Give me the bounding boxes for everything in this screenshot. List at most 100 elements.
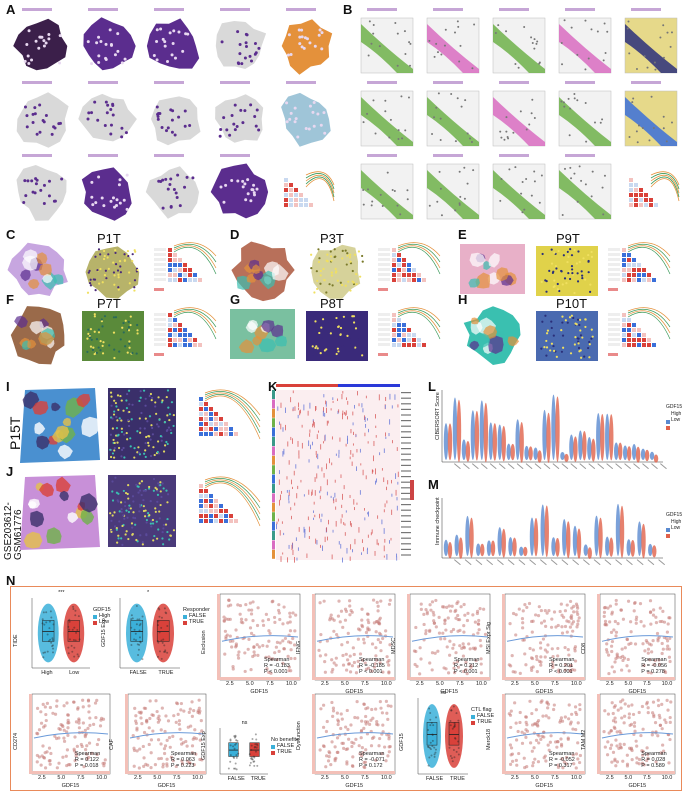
panel-a-heat-cell bbox=[289, 188, 293, 192]
heatmap-cell bbox=[395, 489, 397, 496]
n-plot6-point bbox=[545, 650, 549, 654]
n-plot6-point bbox=[530, 668, 534, 673]
n-plot5-point bbox=[479, 657, 483, 661]
panel-a-heat-cell bbox=[304, 203, 308, 207]
n-plot4-r: R = -0.185 bbox=[359, 663, 385, 669]
n-plot10-jitter-1 bbox=[253, 746, 256, 749]
n-plot5-point bbox=[453, 671, 457, 675]
n-plot3-point bbox=[289, 648, 293, 652]
panel-l-tick-label bbox=[615, 463, 623, 470]
n-plot9-point bbox=[139, 716, 143, 720]
panel-b-spot bbox=[606, 30, 609, 33]
n-plot12-jitter-0 bbox=[433, 755, 436, 758]
spot bbox=[166, 530, 169, 534]
spot bbox=[566, 260, 569, 264]
panel-l-tick-label bbox=[454, 463, 461, 470]
spot bbox=[120, 419, 123, 422]
panel-a-spot bbox=[33, 191, 37, 195]
spot bbox=[549, 349, 552, 352]
heat-label bbox=[608, 273, 620, 276]
n-plot4-point bbox=[374, 620, 379, 624]
n-plot1-jitter-0 bbox=[41, 622, 44, 625]
panel-m-violin-low bbox=[576, 528, 582, 559]
n-plot13-point bbox=[518, 720, 522, 725]
heat-cell bbox=[407, 268, 411, 272]
heatmap-cell bbox=[394, 394, 396, 400]
n-plot3-point bbox=[236, 656, 241, 660]
spot bbox=[89, 336, 92, 339]
n-plot1-jitter-0 bbox=[49, 610, 52, 613]
n-plot9-point bbox=[142, 764, 146, 768]
heatmap-cell bbox=[294, 502, 296, 506]
n-plot13-point bbox=[522, 756, 526, 760]
heatmap-cell bbox=[279, 499, 280, 506]
n-plot1-jitter-0 bbox=[44, 651, 47, 654]
panel-a-spot bbox=[42, 202, 46, 206]
heatmap-cell bbox=[376, 478, 378, 483]
n-plot2-jitter-0 bbox=[130, 618, 133, 621]
n-plot10-jitter-0 bbox=[233, 736, 236, 739]
panel-l-tick-label bbox=[633, 463, 640, 470]
panel-m-tick-label bbox=[529, 559, 537, 566]
spot bbox=[576, 337, 579, 340]
spot bbox=[114, 476, 117, 479]
panel-a-heat-cell bbox=[284, 193, 288, 197]
n-plot8-point bbox=[57, 727, 61, 731]
heatmap-cell bbox=[281, 490, 283, 494]
n-plot4-point bbox=[330, 670, 334, 674]
panel-a-spot bbox=[238, 43, 242, 47]
n-plot8-point bbox=[83, 728, 87, 732]
n-plot9-point bbox=[132, 764, 136, 768]
spot bbox=[97, 282, 101, 285]
n-plot11-point bbox=[370, 707, 374, 712]
panel-b-spot bbox=[362, 188, 365, 191]
heat-cell bbox=[417, 338, 421, 342]
panel-b-spot bbox=[362, 203, 365, 206]
n-plot11-point bbox=[322, 703, 326, 707]
panel-b-heat-cell bbox=[639, 193, 643, 197]
spot bbox=[326, 253, 329, 256]
heat-cell bbox=[199, 519, 203, 523]
row-annotation bbox=[272, 399, 275, 409]
spot bbox=[576, 272, 579, 275]
n-plot14-point bbox=[602, 729, 606, 734]
spot bbox=[339, 281, 342, 284]
n-plot10-jitter-1 bbox=[251, 737, 254, 740]
heatmap-cell bbox=[375, 414, 376, 419]
spot bbox=[349, 338, 352, 341]
n-plot14-point bbox=[660, 702, 664, 706]
spot bbox=[128, 346, 131, 349]
heat-cell bbox=[622, 328, 626, 332]
n-plot13-xtick-2: 7.5 bbox=[551, 775, 559, 781]
heat-cell bbox=[178, 278, 182, 282]
spot bbox=[89, 284, 93, 287]
n-plot6-point bbox=[525, 605, 529, 610]
network-link bbox=[204, 476, 261, 503]
heatmap-cell bbox=[341, 514, 343, 518]
panel-l-tick-label bbox=[588, 463, 596, 470]
n-plot7-xtick-2: 7.5 bbox=[643, 681, 651, 687]
spot bbox=[318, 327, 321, 330]
n-plot1-jitter-0 bbox=[42, 611, 45, 614]
heat-cell bbox=[632, 278, 636, 282]
tissue-region bbox=[81, 416, 101, 438]
heatmap-cell bbox=[365, 423, 367, 428]
n-plot7-p: P = 0.278 bbox=[641, 669, 665, 675]
panel-b-spot bbox=[538, 61, 541, 64]
n-plot11-point bbox=[379, 706, 383, 710]
n-plot8-point bbox=[55, 766, 59, 770]
heat-cell bbox=[214, 504, 218, 508]
n-plot2-jitter-1 bbox=[166, 651, 169, 654]
n-plot8-point bbox=[55, 704, 59, 708]
spot bbox=[172, 413, 175, 417]
n-plot10-jitter-1 bbox=[248, 764, 251, 767]
spot-map-bg bbox=[536, 311, 598, 361]
heatmap-cell bbox=[364, 432, 366, 437]
panel-m-violin-high bbox=[476, 543, 481, 556]
heat-cell bbox=[632, 333, 636, 337]
panel-b-spot bbox=[525, 177, 528, 180]
n-plot9-rug-y bbox=[125, 694, 128, 774]
n-plot1-jitter-0 bbox=[45, 611, 48, 614]
n-plot13-point bbox=[535, 723, 539, 727]
n-plot11-point bbox=[336, 722, 340, 727]
